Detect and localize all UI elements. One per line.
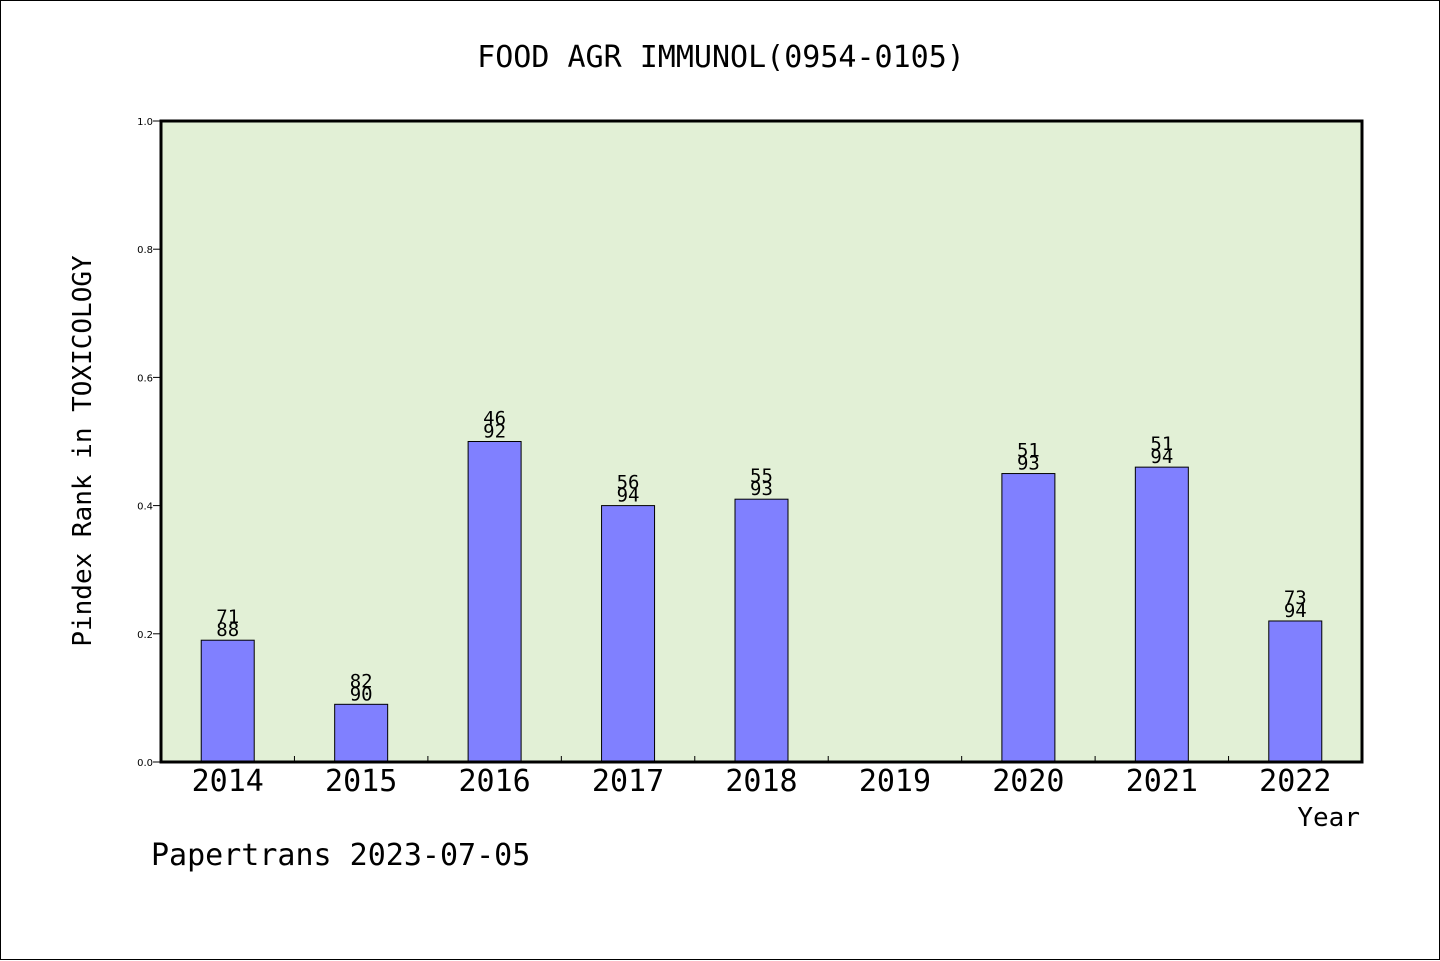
chart-title: FOOD AGR IMMUNOL(0954-0105) bbox=[477, 40, 965, 75]
y-axis-label: Pindex Rank in TOXICOLOGY bbox=[68, 255, 98, 647]
bar-label-bottom: 94 bbox=[617, 485, 640, 507]
y-tick-label: 0.0 bbox=[137, 758, 153, 769]
bar-label-top: 55 bbox=[750, 465, 773, 487]
y-axis-ticks: 0.0 0.2 0.4 0.6 0.8 1.0 bbox=[137, 117, 161, 769]
x-axis-label: Year bbox=[1297, 803, 1360, 833]
x-tick-label: 2016 bbox=[458, 764, 530, 799]
x-tick-label: 2020 bbox=[992, 764, 1064, 799]
x-tick-label: 2018 bbox=[725, 764, 797, 799]
y-tick-label: 1.0 bbox=[137, 117, 153, 128]
bar-2014 bbox=[200, 639, 255, 763]
x-tick-label: 2022 bbox=[1259, 764, 1331, 799]
bar-2016 bbox=[467, 441, 522, 763]
x-tick-label: 2015 bbox=[325, 764, 397, 799]
bar-label-top: 82 bbox=[350, 670, 373, 692]
x-tick-label: 2017 bbox=[592, 764, 664, 799]
x-tick-label: 2021 bbox=[1126, 764, 1198, 799]
bar-label-top: 46 bbox=[483, 408, 506, 430]
bar-label-bottom: 94 bbox=[1284, 600, 1307, 622]
y-tick-label: 0.2 bbox=[137, 630, 153, 641]
bar-2021 bbox=[1134, 466, 1189, 763]
bar-label-top: 71 bbox=[216, 606, 239, 628]
y-tick-label: 0.8 bbox=[137, 245, 153, 256]
y-tick-label: 0.6 bbox=[137, 373, 153, 384]
bar-2018 bbox=[734, 498, 789, 763]
bar-label-bottom: 90 bbox=[350, 683, 373, 705]
x-tick-label: 2014 bbox=[192, 764, 264, 799]
bar-label-top: 56 bbox=[617, 472, 640, 494]
bar-2022 bbox=[1268, 620, 1323, 763]
bar-label-top: 51 bbox=[1017, 440, 1040, 462]
bar-label-bottom: 93 bbox=[1017, 453, 1040, 475]
bar-label-bottom: 94 bbox=[1150, 446, 1173, 468]
bar-2020 bbox=[1001, 473, 1056, 763]
footer-credit: Papertrans 2023-07-05 bbox=[151, 838, 530, 873]
bars-group bbox=[200, 441, 1323, 763]
bar-label-top: 51 bbox=[1150, 433, 1173, 455]
bar-label-bottom: 88 bbox=[216, 619, 239, 641]
y-tick-label: 0.4 bbox=[137, 502, 153, 513]
x-tick-label: 2019 bbox=[859, 764, 931, 799]
plot-border bbox=[159, 119, 1364, 764]
bar-2015 bbox=[334, 703, 389, 763]
bar-label-bottom: 93 bbox=[750, 478, 773, 500]
x-axis-ticks: 2014 2015 2016 2017 2018 2019 2020 2021 2022 bbox=[192, 756, 1331, 799]
bar-label-top: 73 bbox=[1284, 587, 1307, 609]
bar-label-bottom: 92 bbox=[483, 421, 506, 443]
bar-2017 bbox=[601, 505, 656, 763]
